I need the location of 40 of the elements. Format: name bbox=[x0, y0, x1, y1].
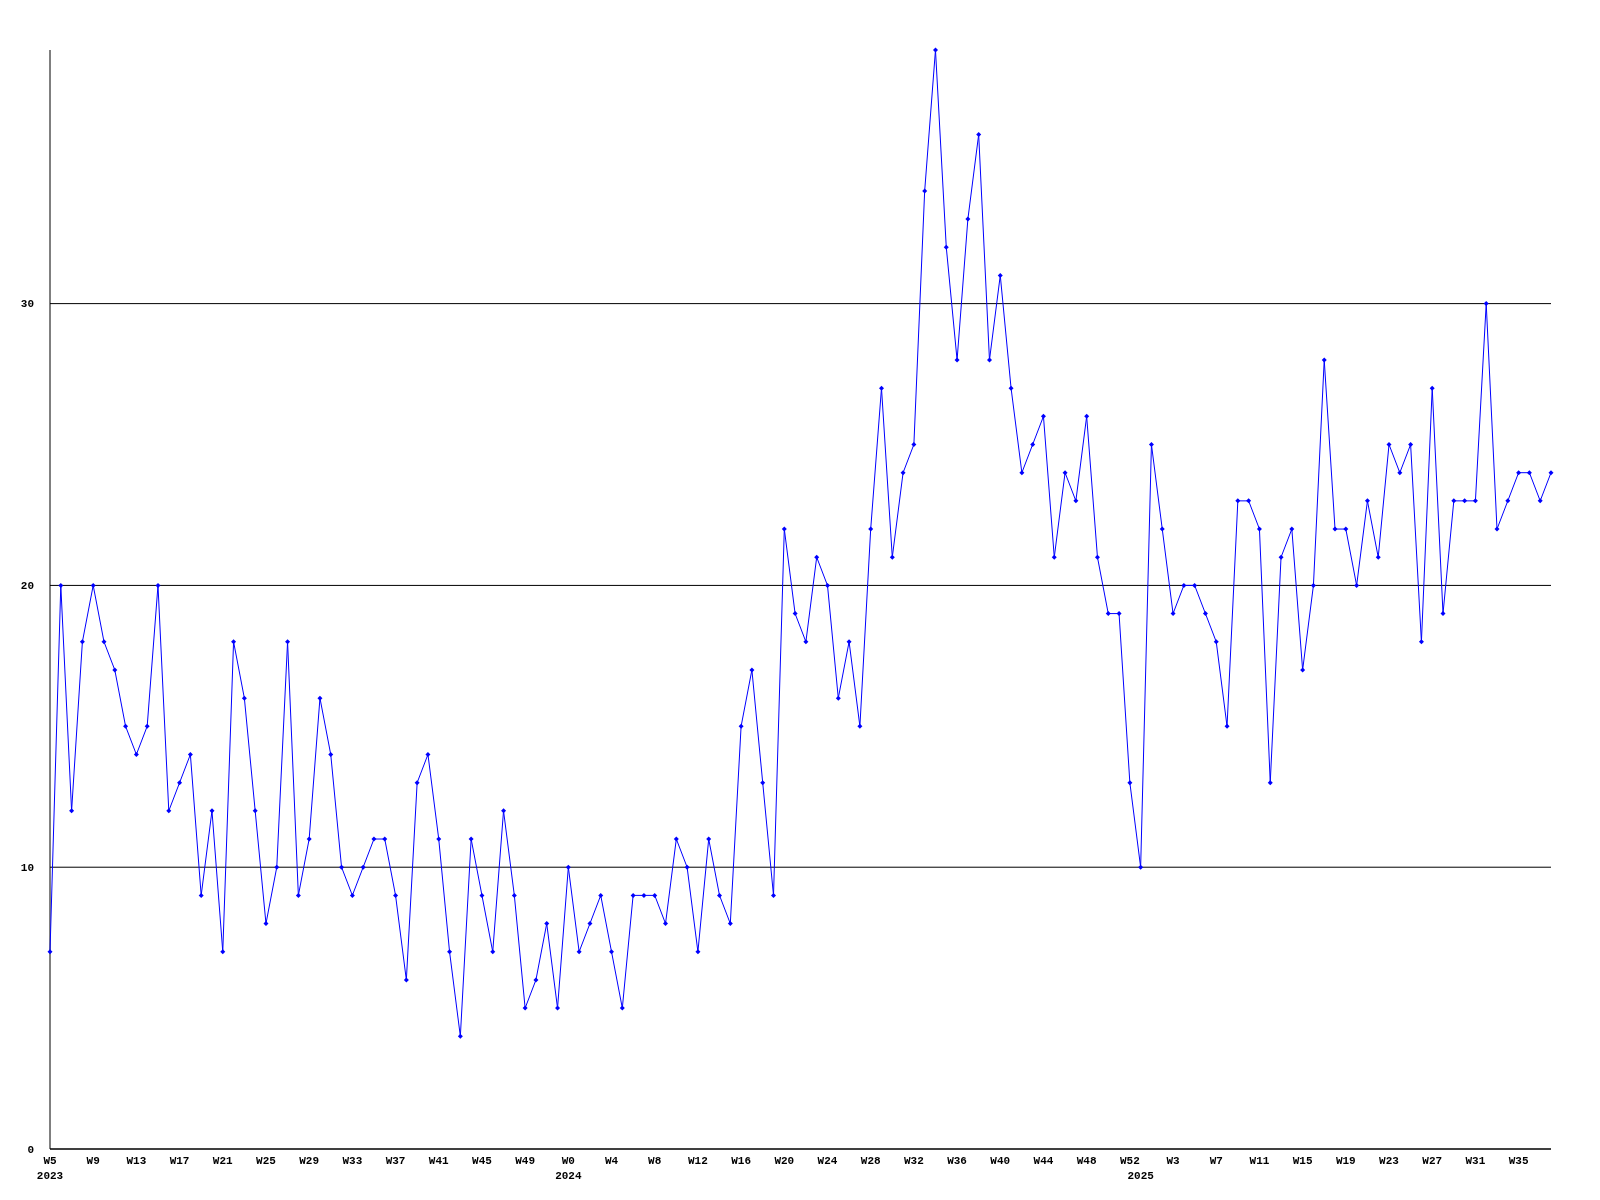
x-tick-label: W36 bbox=[947, 1155, 967, 1167]
x-tick-label: W27 bbox=[1422, 1155, 1443, 1167]
x-tick-label: W29 bbox=[299, 1155, 320, 1167]
x-tick-label: W3 bbox=[1166, 1155, 1181, 1167]
x-tick-label: W23 bbox=[1379, 1155, 1400, 1167]
x-tick-label: W25 bbox=[256, 1155, 277, 1167]
x-tick-label: W52 bbox=[1119, 1155, 1140, 1167]
x-tick-label: W15 bbox=[1292, 1155, 1313, 1167]
x-tick-label: W19 bbox=[1335, 1155, 1356, 1167]
x-tick-label: W40 bbox=[990, 1155, 1011, 1167]
x-tick-label: W20 bbox=[774, 1155, 795, 1167]
x-tick-label: W21 bbox=[212, 1155, 234, 1167]
x-tick-label: W17 bbox=[169, 1155, 190, 1167]
y-tick-label: 20 bbox=[20, 580, 34, 593]
x-tick-label: W11 bbox=[1249, 1155, 1270, 1167]
x-tick-label: W13 bbox=[126, 1155, 147, 1167]
x-tick-label: W0 2024 bbox=[555, 1155, 582, 1182]
y-tick-label: 0 bbox=[27, 1143, 34, 1156]
x-tick-label: W49 bbox=[515, 1155, 536, 1167]
x-tick-label: W31 bbox=[1465, 1155, 1486, 1167]
x-tick-label: W48 bbox=[1076, 1155, 1097, 1167]
x-tick-label: W28 bbox=[860, 1155, 881, 1167]
y-tick-label: 10 bbox=[20, 862, 34, 875]
x-tick-label: W45 bbox=[472, 1155, 493, 1167]
x-tick-label: W4 bbox=[604, 1155, 619, 1167]
x-tick-label: 2025 bbox=[1127, 1170, 1155, 1182]
x-tick-label: W12 bbox=[688, 1155, 708, 1167]
x-tick-label: W32 bbox=[903, 1155, 924, 1167]
x-tick-label: W16 bbox=[731, 1155, 752, 1167]
x-tick-label: W9 bbox=[86, 1155, 100, 1167]
x-tick-label: W44 bbox=[1033, 1155, 1054, 1167]
x-tick-label: W33 bbox=[342, 1155, 363, 1167]
x-tick-label: W7 bbox=[1209, 1155, 1223, 1167]
x-tick-label: W5 2023 bbox=[36, 1155, 64, 1182]
x-tick-label: W24 bbox=[817, 1155, 838, 1167]
x-tick-label: W37 bbox=[385, 1155, 406, 1167]
x-tick-label: W8 bbox=[648, 1155, 662, 1167]
x-tick-label: W41 bbox=[428, 1155, 450, 1167]
y-tick-label: 30 bbox=[20, 298, 34, 311]
x-tick-label: W35 bbox=[1508, 1155, 1529, 1167]
